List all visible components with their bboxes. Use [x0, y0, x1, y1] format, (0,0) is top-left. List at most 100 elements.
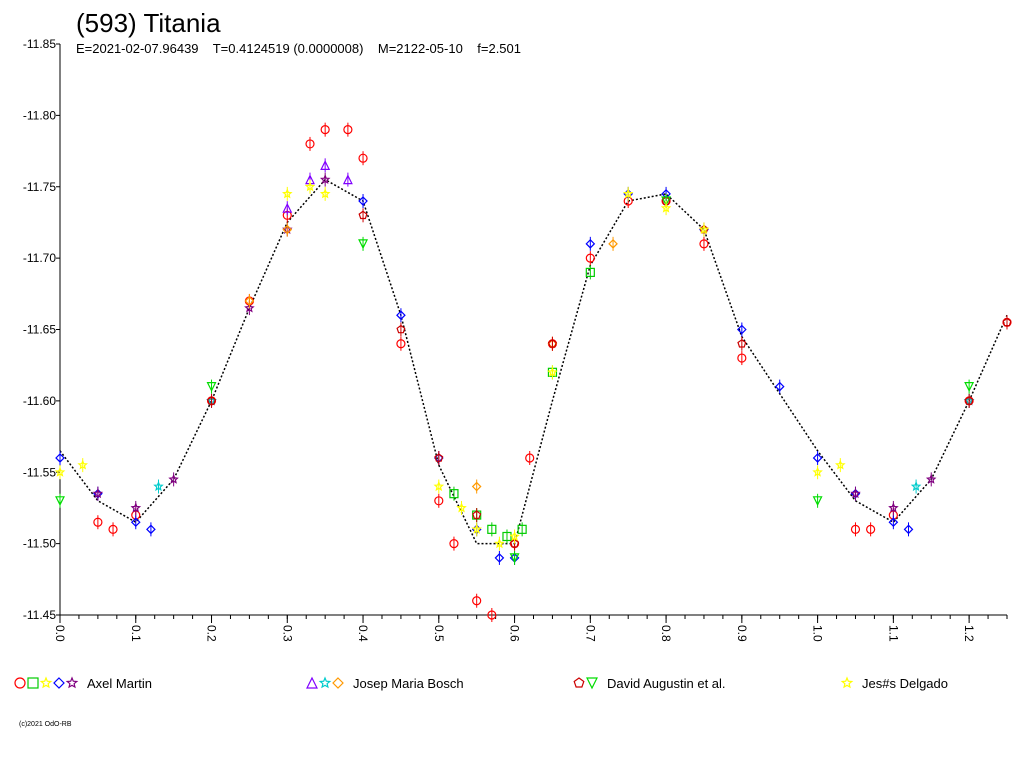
data-point — [320, 159, 331, 170]
x-tick-label: 0.3 — [280, 625, 294, 642]
data-point — [55, 453, 65, 463]
x-tick-label: 1.2 — [962, 625, 976, 642]
data-point — [494, 553, 505, 563]
x-tick-label: 0.4 — [356, 625, 370, 642]
data-point — [358, 196, 368, 206]
x-tick-label: 1.1 — [886, 625, 900, 642]
legend-marker — [27, 677, 39, 689]
legend-marker — [332, 677, 344, 689]
data-point — [77, 459, 88, 470]
data-point — [547, 339, 557, 348]
x-tick-label: 0.2 — [205, 625, 219, 642]
data-point — [888, 517, 899, 528]
fit-curve — [59, 178, 1008, 545]
data-point — [434, 453, 444, 462]
data-point — [585, 239, 596, 249]
series-group — [54, 179, 846, 551]
y-tick-label: -11.60 — [23, 394, 56, 408]
data-point — [472, 596, 482, 606]
data-point — [54, 466, 66, 477]
data-point — [487, 524, 497, 534]
data-point — [320, 125, 330, 135]
plot-axes: -11.85 -11.80 -11.75 -11.70 -11.65 -11.60 -11.… — [23, 37, 1008, 642]
data-point — [153, 480, 164, 492]
data-point — [93, 517, 103, 527]
data-point — [305, 139, 315, 149]
data-point — [319, 173, 331, 185]
data-point — [358, 210, 368, 220]
legend-marker — [318, 676, 332, 689]
data-point — [774, 381, 785, 392]
data-point — [358, 153, 368, 163]
data-point — [850, 488, 861, 499]
legend-label: Axel Martin — [87, 676, 152, 691]
y-tick-label: -11.85 — [23, 37, 56, 51]
data-point — [699, 239, 709, 249]
x-tick-label: 0.1 — [129, 625, 143, 642]
data-point — [449, 489, 459, 499]
data-point — [585, 267, 595, 277]
legend-marker — [65, 676, 79, 689]
data-point — [964, 396, 974, 405]
data-point — [396, 324, 406, 334]
copyright-note: (c)2021 OdO-RB — [19, 721, 72, 728]
data-point — [472, 510, 482, 519]
data-point — [471, 481, 482, 492]
series-group — [55, 186, 914, 565]
data-point — [903, 524, 914, 535]
data-point — [130, 502, 142, 513]
data-point — [304, 181, 316, 192]
data-point — [282, 188, 293, 199]
data-point — [547, 366, 558, 377]
series-group — [282, 158, 353, 216]
x-tick-label: 0.9 — [735, 625, 749, 642]
data-point — [866, 524, 876, 534]
data-point — [850, 524, 861, 534]
data-point — [282, 202, 293, 213]
data-point — [92, 488, 104, 499]
series-group — [244, 222, 618, 494]
data-point — [471, 523, 482, 534]
data-point — [494, 538, 505, 549]
data-point — [698, 224, 710, 235]
data-point — [206, 382, 217, 392]
data-point — [282, 224, 293, 235]
fit-line — [59, 178, 1008, 545]
data-point — [319, 188, 331, 199]
data-point — [517, 524, 527, 534]
data-point — [661, 196, 672, 207]
y-tick-label: -11.75 — [23, 180, 56, 194]
legend-marker — [586, 677, 598, 690]
x-tick-label: 0.5 — [432, 625, 446, 642]
data-point — [964, 382, 975, 392]
y-tick-label: -11.55 — [23, 465, 56, 479]
data-point — [342, 174, 353, 185]
data-point — [660, 202, 672, 213]
legend-label: David Augustin et al. — [607, 676, 726, 691]
data-point — [585, 253, 595, 263]
data-point — [434, 496, 444, 506]
y-tick-label: -11.65 — [23, 323, 56, 337]
data-point — [396, 310, 406, 321]
series-group — [55, 194, 975, 565]
data-point — [835, 459, 846, 470]
series-group — [206, 194, 1012, 551]
legend-marker — [306, 676, 318, 689]
data-point — [1002, 317, 1012, 327]
data-point — [812, 453, 823, 463]
data-point — [509, 530, 520, 541]
x-tick-label: 0.6 — [508, 625, 522, 642]
data-point — [510, 538, 520, 548]
y-tick-label: -11.70 — [23, 251, 56, 265]
data-point — [502, 531, 512, 542]
data-point — [509, 553, 520, 564]
data-point — [888, 502, 899, 513]
legend-marker — [840, 676, 854, 689]
data-point — [487, 610, 497, 620]
data-point — [168, 473, 179, 484]
data-point — [396, 339, 406, 349]
data-point — [55, 496, 65, 507]
series-group — [449, 265, 595, 544]
data-point — [525, 453, 535, 463]
